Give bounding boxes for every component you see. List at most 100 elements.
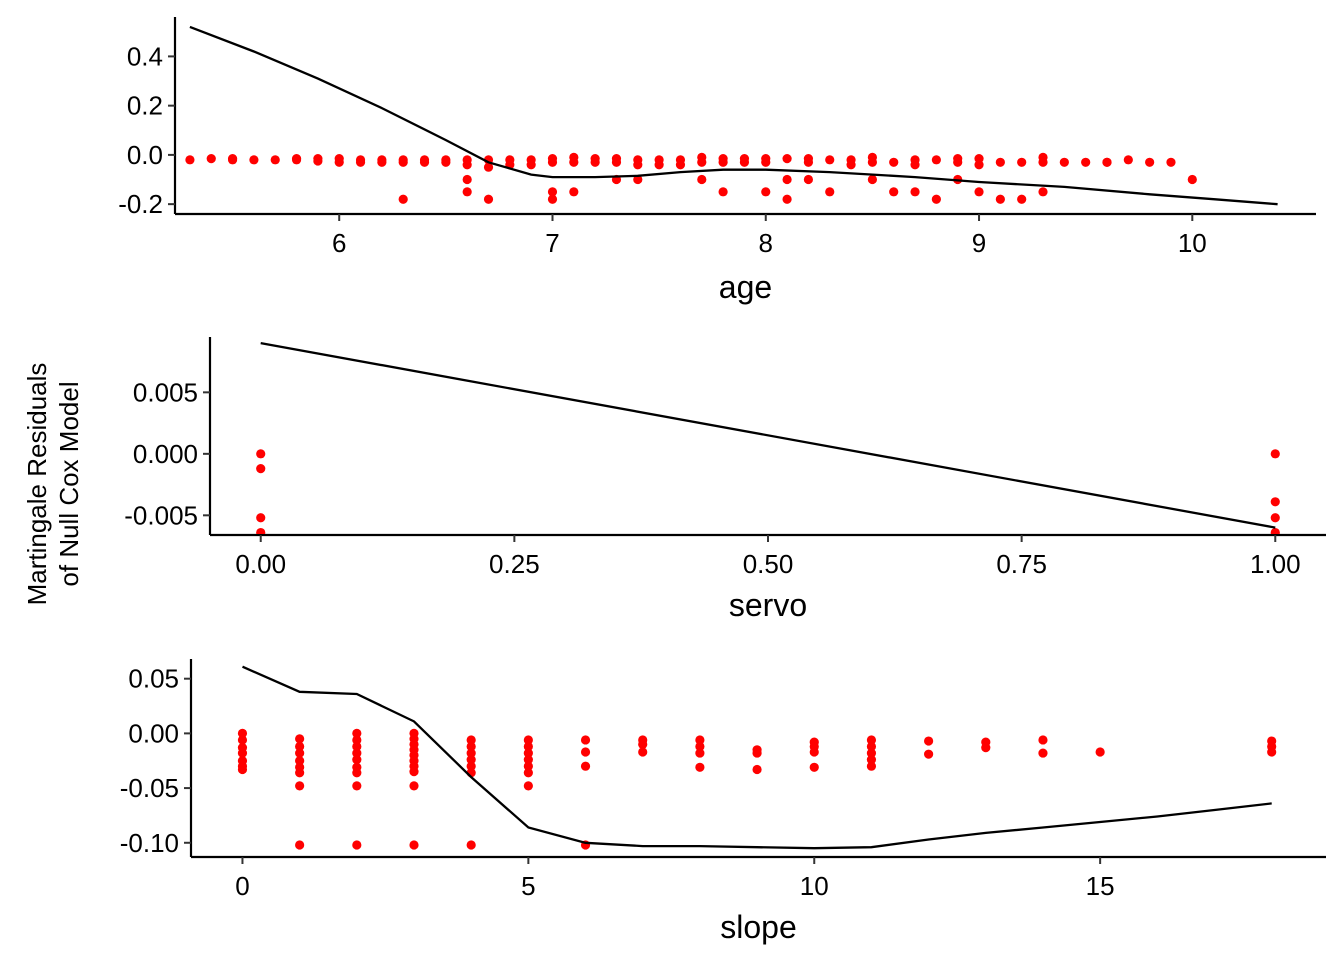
residual-point — [953, 157, 963, 167]
residual-point — [462, 174, 472, 185]
residual-point — [523, 735, 533, 745]
residual-point — [931, 155, 941, 165]
residual-point — [1270, 497, 1280, 507]
residual-point — [695, 748, 705, 758]
y-tick-label: -0.05 — [120, 773, 179, 803]
residual-point — [782, 153, 792, 164]
residual-point — [809, 741, 819, 752]
residual-point — [825, 155, 835, 165]
y-tick-label: 0.4 — [127, 41, 163, 71]
smooth-line — [189, 25, 1278, 206]
residual-point — [441, 157, 451, 167]
residual-point — [295, 741, 305, 752]
residual-point — [295, 756, 305, 766]
plot-area — [256, 341, 1280, 534]
residual-point — [295, 781, 305, 791]
residual-point — [249, 155, 259, 165]
residual-point — [866, 761, 877, 771]
y-tick-label: 0.00 — [128, 718, 179, 748]
residual-point — [638, 739, 648, 749]
residual-point — [237, 735, 248, 745]
residual-point — [580, 761, 591, 771]
residual-point — [1102, 157, 1112, 167]
residual-point — [466, 741, 476, 752]
residual-point — [523, 761, 533, 771]
x-tick-label: 15 — [1086, 871, 1115, 901]
y-tick-label: 0.2 — [127, 91, 163, 121]
residual-point — [237, 764, 248, 775]
residual-point — [866, 741, 877, 752]
y-tick-label: -0.005 — [124, 500, 198, 530]
residual-point — [974, 160, 984, 170]
x-tick-label: 0 — [235, 871, 249, 901]
residual-point — [466, 755, 476, 765]
residual-point — [409, 781, 419, 791]
residual-point — [752, 764, 762, 775]
residual-point — [1038, 187, 1048, 197]
residual-point — [889, 187, 899, 197]
y-tick-label: -0.10 — [120, 828, 179, 858]
residual-point — [1145, 157, 1155, 167]
residual-point — [1270, 513, 1280, 523]
residual-point — [523, 741, 533, 752]
residual-point — [867, 174, 877, 185]
plot-area — [185, 25, 1278, 206]
residual-point — [695, 741, 705, 752]
residual-point — [866, 755, 877, 765]
residual-point — [256, 463, 266, 474]
residual-point — [227, 155, 238, 165]
residual-point — [782, 194, 792, 204]
x-tick-label: 1.00 — [1250, 549, 1301, 579]
residual-point — [1017, 157, 1027, 167]
residual-point — [256, 449, 266, 459]
residual-point — [1038, 157, 1048, 167]
residual-point — [846, 160, 856, 170]
residual-point — [931, 194, 941, 204]
residual-point — [924, 736, 934, 746]
residual-point — [1095, 747, 1105, 757]
residual-point — [1123, 155, 1133, 165]
residual-point — [352, 735, 362, 745]
y-tick-label: 0.05 — [128, 664, 179, 694]
residual-point — [995, 194, 1005, 204]
y-tick-label: -0.2 — [118, 189, 163, 219]
residual-point — [547, 187, 558, 197]
residual-point — [256, 527, 266, 534]
residual-point — [547, 194, 558, 204]
x-tick-label: 10 — [800, 871, 829, 901]
residual-point — [419, 157, 430, 167]
residual-point — [409, 840, 419, 850]
residual-point — [633, 174, 643, 185]
residual-point — [889, 157, 899, 167]
residual-point — [1270, 527, 1280, 534]
x-tick-label: 0.50 — [743, 549, 794, 579]
residual-point — [256, 513, 266, 523]
shared-ylabel-line2: of Null Cox Model — [54, 381, 84, 586]
residual-point — [466, 761, 476, 771]
residual-point — [803, 157, 814, 167]
residual-point — [462, 187, 472, 197]
residual-point — [910, 187, 920, 197]
residual-point — [352, 768, 362, 778]
residual-point — [1017, 194, 1027, 204]
x-tick-label: 0.00 — [235, 549, 286, 579]
residual-point — [580, 735, 591, 745]
residual-point — [752, 748, 762, 758]
residual-point — [825, 187, 835, 197]
residual-point — [718, 157, 728, 167]
y-tick-label: 0.0 — [127, 140, 163, 170]
residual-point — [523, 748, 533, 758]
residual-point — [466, 840, 476, 850]
x-tick-label: 0.25 — [489, 549, 540, 579]
x-tick-label: 9 — [972, 228, 986, 258]
residual-point — [590, 157, 600, 167]
residual-point — [981, 743, 991, 753]
residual-point — [611, 157, 622, 167]
residual-point — [483, 194, 494, 204]
residual-point — [924, 749, 934, 759]
residual-point — [352, 741, 362, 752]
residual-point — [398, 194, 408, 204]
x-axis-title: age — [719, 269, 772, 305]
residual-point — [295, 840, 305, 850]
residual-point — [739, 157, 750, 167]
